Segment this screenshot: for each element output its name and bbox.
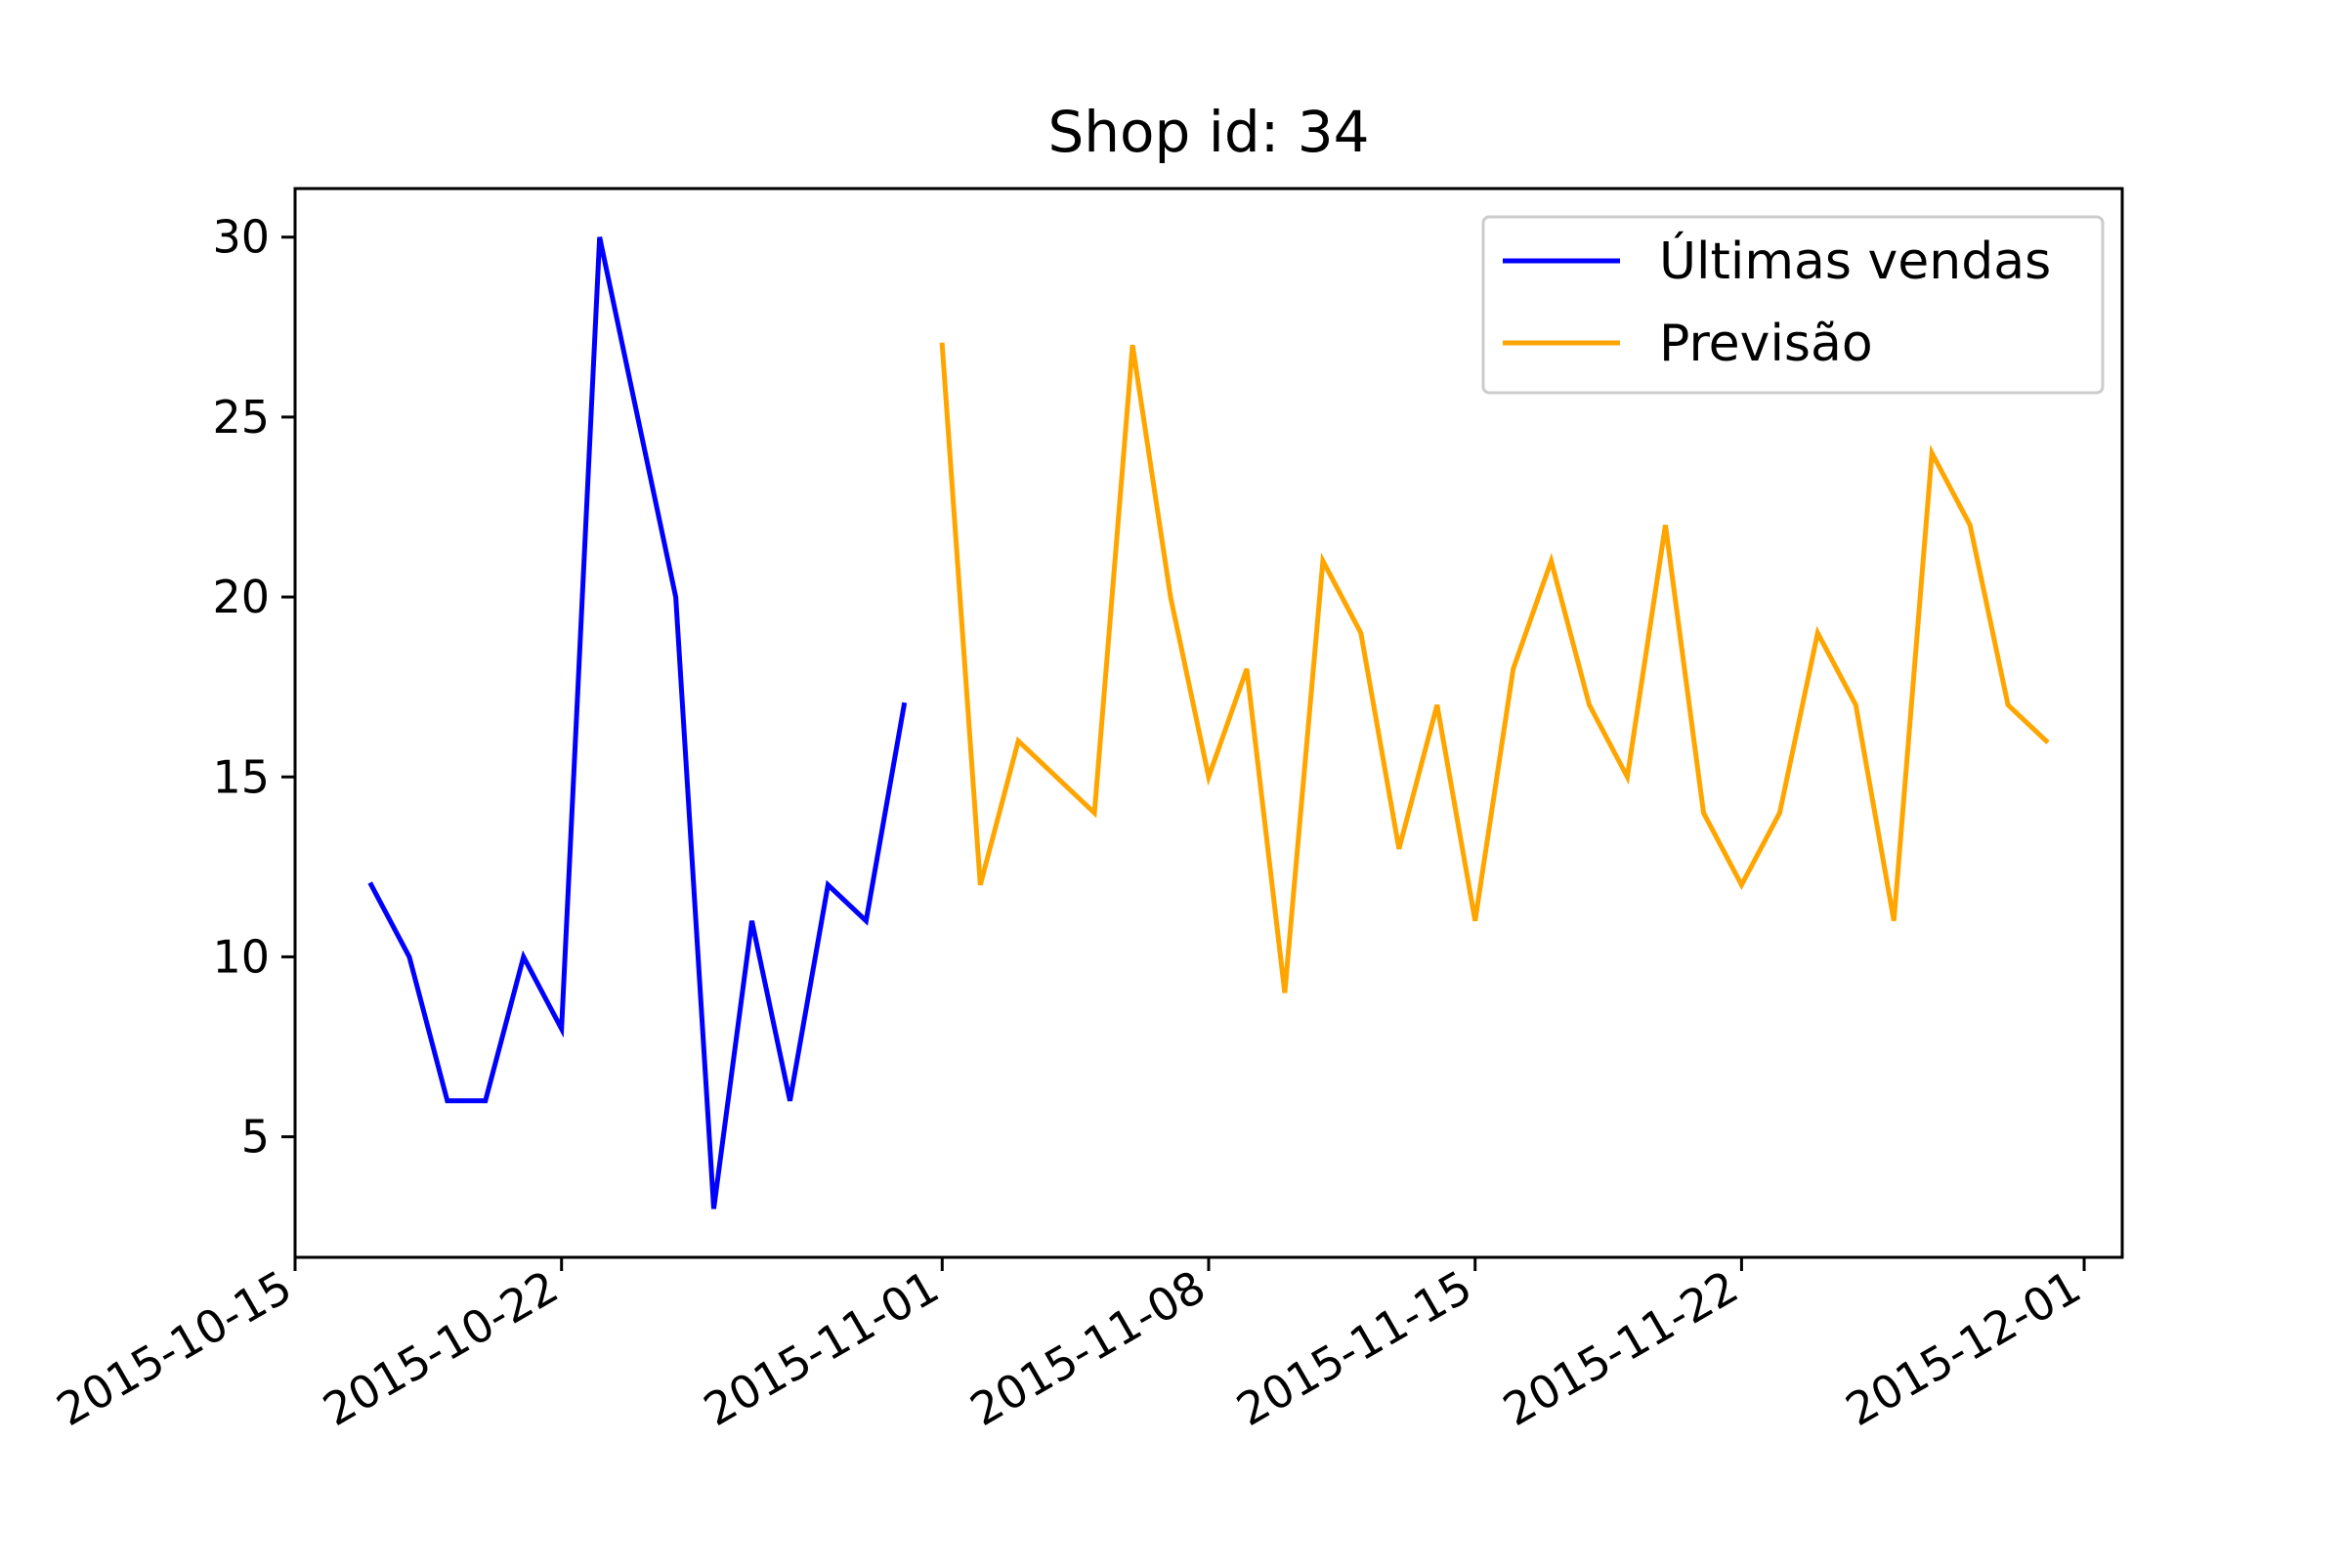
- chart-title: Shop id: 34: [1047, 99, 1369, 165]
- plot-area: [367, 236, 2050, 1209]
- y-tick-label: 15: [212, 750, 270, 803]
- y-tick-label: 30: [212, 211, 270, 264]
- legend-box: [1481, 215, 2105, 395]
- y-tick-label: 5: [241, 1111, 270, 1164]
- y-tick-label: 20: [212, 571, 270, 623]
- legend-label-1: Últimas vendas: [1659, 231, 2051, 291]
- series-line-2: [939, 342, 2050, 994]
- series-line-1: [367, 236, 908, 1209]
- y-tick-label: 25: [212, 391, 270, 444]
- y-tick-label: 10: [212, 930, 270, 983]
- legend: Últimas vendas Previsão: [1481, 215, 2105, 395]
- legend-label-2: Previsão: [1659, 315, 1873, 373]
